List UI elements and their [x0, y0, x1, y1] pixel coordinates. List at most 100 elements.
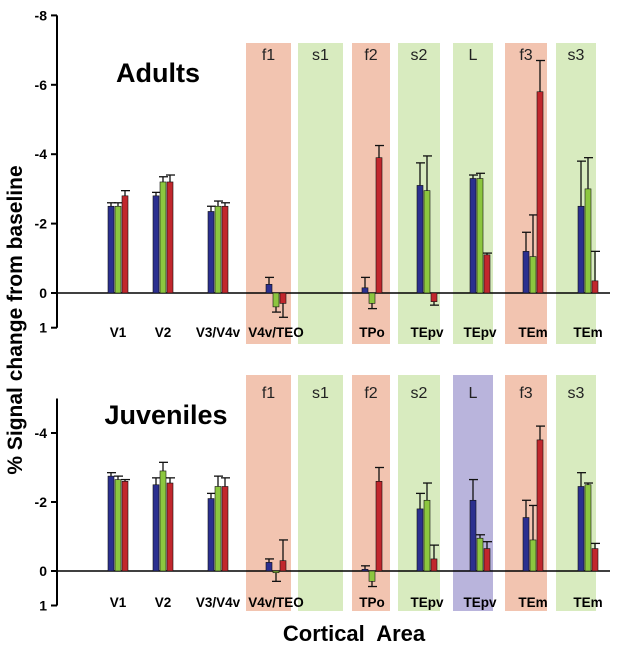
region-band-label: s1 [312, 385, 329, 402]
bar [483, 548, 491, 572]
category-label: V4v/TEO [248, 325, 304, 340]
bar [476, 178, 484, 294]
region-band-s1 [298, 375, 343, 611]
bar [361, 287, 369, 294]
bar [536, 439, 544, 572]
y-tick-label: -2 [35, 216, 48, 232]
region-band-s1 [298, 43, 343, 344]
bar [265, 562, 273, 572]
y-tick-label: 0 [39, 285, 47, 301]
bar [152, 484, 160, 572]
y-tick-label: 1 [39, 320, 47, 336]
bar [577, 486, 585, 572]
bar [107, 205, 115, 294]
category-label: TPo [359, 595, 385, 610]
category-label: TEpv [463, 595, 496, 610]
bar [591, 280, 599, 294]
bar [159, 181, 167, 294]
region-band-label: f3 [519, 47, 532, 64]
y-tick-label: -4 [35, 146, 48, 162]
region-band-label: s2 [411, 385, 428, 402]
bar [430, 292, 438, 302]
region-band-f1 [246, 375, 291, 611]
region-band-label: f3 [519, 385, 532, 402]
bar [375, 480, 383, 572]
category-label: TEm [573, 325, 602, 340]
bar [584, 484, 592, 572]
bar [114, 479, 122, 572]
category-label: TEpv [410, 595, 443, 610]
bar [476, 537, 484, 572]
bar [272, 292, 280, 308]
bar [416, 185, 424, 294]
bar [522, 517, 530, 572]
bar [121, 480, 129, 572]
region-band-label: s3 [568, 385, 585, 402]
bar [529, 256, 537, 294]
panel-title: Juveniles [104, 400, 227, 430]
bar [159, 470, 167, 572]
bar [416, 508, 424, 572]
bar [577, 205, 585, 294]
category-label: V2 [155, 595, 172, 610]
region-band-label: L [469, 385, 478, 402]
region-band-label: s1 [312, 47, 329, 64]
bar [591, 548, 599, 572]
region-band-label: f1 [262, 47, 275, 64]
y-tick-label: 0 [39, 563, 47, 579]
bar [214, 486, 222, 572]
category-label: TEm [573, 595, 602, 610]
region-band-label: L [469, 47, 478, 64]
bar [279, 292, 287, 304]
bar [207, 498, 215, 572]
y-tick-label: -4 [35, 425, 48, 441]
bar [522, 251, 530, 294]
category-label: TEpv [463, 325, 496, 340]
category-label: TEm [518, 595, 547, 610]
bar [221, 486, 229, 572]
bar [207, 211, 215, 294]
category-label: V1 [110, 325, 127, 340]
region-band-label: f2 [364, 385, 377, 402]
category-label: TEpv [410, 325, 443, 340]
panel-title: Adults [116, 58, 200, 88]
y-tick-label: -8 [35, 7, 48, 23]
region-band-label: s3 [568, 47, 585, 64]
region-band-label: f2 [364, 47, 377, 64]
bar [375, 157, 383, 294]
bar [469, 178, 477, 294]
bar [368, 570, 376, 582]
x-axis-label: Cortical Area [283, 621, 426, 646]
bar [536, 91, 544, 294]
bar [121, 195, 129, 294]
bar [152, 195, 160, 294]
category-label: V4v/TEO [248, 595, 304, 610]
category-label: TPo [359, 325, 385, 340]
y-tick-label: -6 [35, 77, 48, 93]
y-tick-label: 1 [39, 598, 47, 614]
bar [584, 188, 592, 294]
bar [114, 205, 122, 294]
bar [166, 181, 174, 294]
bar [107, 475, 115, 572]
bar [361, 568, 369, 572]
bar [423, 190, 431, 294]
bar [423, 499, 431, 572]
bar [279, 560, 287, 572]
category-label: V3/V4v [196, 595, 241, 610]
category-label: TEm [518, 325, 547, 340]
bar [430, 558, 438, 572]
bar [469, 499, 477, 572]
bar [214, 205, 222, 294]
bar [221, 205, 229, 294]
bar [483, 254, 491, 294]
region-band-label: f1 [262, 385, 275, 402]
bar [265, 284, 273, 294]
region-band-label: s2 [411, 47, 428, 64]
category-label: V1 [110, 595, 127, 610]
y-tick-label: -2 [35, 494, 48, 510]
bar [272, 570, 280, 574]
